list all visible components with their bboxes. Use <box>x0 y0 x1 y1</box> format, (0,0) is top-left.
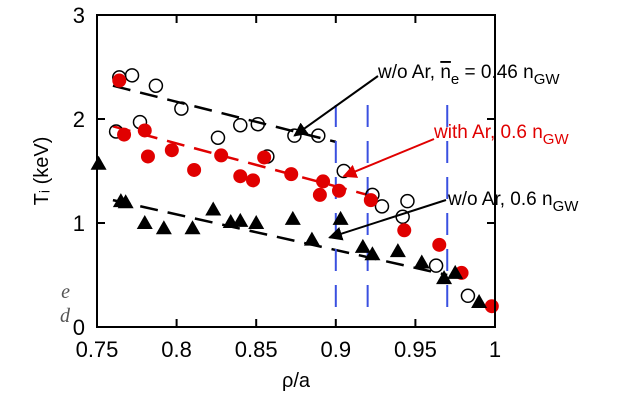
annotation-text: = 0.46 n <box>459 62 533 83</box>
triangle-point <box>354 238 371 253</box>
red-circle-point <box>164 143 179 158</box>
red-circle-point <box>363 193 378 208</box>
triangle-point <box>436 270 453 285</box>
triangle-point <box>90 155 107 170</box>
triangle-point <box>332 210 349 225</box>
annotation-label: w/o Ar, ne = 0.46 nGW <box>377 62 560 88</box>
triangle-point <box>117 194 134 209</box>
open-circle-point <box>233 117 248 133</box>
red-circle-point <box>214 148 229 163</box>
open-circle-point <box>311 128 326 143</box>
red-circle-point <box>484 299 499 314</box>
stray-letter-1: e <box>61 281 70 303</box>
red-circle-point <box>112 73 127 88</box>
red-circle-point <box>137 123 152 138</box>
annotation-subscript: e <box>451 71 459 88</box>
red-circle-point <box>233 169 248 184</box>
x-tick-label: 0.9 <box>321 337 352 362</box>
triangle-point <box>232 212 249 227</box>
x-tick-label: 0.8 <box>161 337 192 362</box>
red-circle-point <box>432 237 447 252</box>
open-circle-point <box>460 288 476 304</box>
x-tick-label: 0.95 <box>394 337 437 362</box>
open-circle-point <box>174 101 189 116</box>
annotation-subscript: GW <box>534 71 561 88</box>
annotation-text: w/o Ar, <box>377 62 440 83</box>
triangle-point <box>284 210 301 225</box>
red-circle-point <box>117 127 132 142</box>
annotation-label: w/o Ar, 0.6 nGW <box>447 189 579 215</box>
annotation-subscript: GW <box>553 198 580 215</box>
stray-text: e d <box>0 280 70 360</box>
x-tick-label: 1 <box>489 337 501 362</box>
open-circle-point <box>374 199 390 214</box>
red-circle-point <box>257 150 272 165</box>
annotation-arrow <box>328 199 447 241</box>
open-circle-point <box>400 193 415 209</box>
axis-ticks: 0.75 0.8 0.85 0.9 0.95 1 0 1 2 3 <box>73 3 501 362</box>
y-axis-label: Tᵢ (keV) <box>31 137 53 206</box>
triangle-point <box>364 246 381 261</box>
fit-lines <box>112 84 448 277</box>
triangle-point <box>471 294 488 309</box>
x-axis-label: ρ/a <box>282 370 311 392</box>
open-circle-point <box>210 130 226 145</box>
fit-line <box>112 84 337 144</box>
triangle-point <box>303 231 320 246</box>
y-tick-label: 0 <box>73 315 85 340</box>
data-points <box>90 68 499 314</box>
triangle-point <box>136 215 153 229</box>
open-circle-point <box>148 78 164 93</box>
x-tick-label: 0.85 <box>235 337 278 362</box>
annotation-arrow <box>293 75 379 137</box>
open-circle-point <box>428 258 444 273</box>
red-circle-point <box>284 167 299 182</box>
red-circle-point <box>331 183 346 198</box>
annotation-overline: n <box>440 62 451 83</box>
triangle-point <box>205 201 222 216</box>
fit-line <box>112 125 368 197</box>
x-tick-label: 0.75 <box>76 337 119 362</box>
red-circle-point <box>316 174 331 189</box>
triangle-point <box>447 264 464 279</box>
annotation-text: w/o Ar, 0.6 n <box>447 189 553 210</box>
triangle-point <box>248 215 265 229</box>
annotation-arrow <box>342 138 435 178</box>
y-tick-label: 3 <box>73 3 85 28</box>
annotation-subscript: GW <box>543 131 570 148</box>
red-circle-point <box>312 187 327 202</box>
plot-frame <box>96 14 496 328</box>
red-circle-point <box>140 149 155 164</box>
triangle-point <box>413 254 430 269</box>
red-circle-point <box>187 162 202 177</box>
open-circle-point <box>124 68 140 83</box>
red-circle-point <box>246 173 261 188</box>
open-circle-point <box>250 116 266 132</box>
fit-line <box>112 198 448 277</box>
annotation-text: with Ar, 0.6 n <box>433 122 543 143</box>
y-tick-label: 2 <box>73 107 85 132</box>
triangle-point <box>184 220 201 235</box>
radial-markers <box>334 105 449 319</box>
red-circle-point <box>397 223 412 238</box>
triangle-point <box>389 243 406 258</box>
annotation-label: with Ar, 0.6 nGW <box>433 122 569 148</box>
stray-letter-2: d <box>60 305 70 327</box>
triangle-point <box>155 220 172 235</box>
y-tick-label: 1 <box>73 211 85 236</box>
